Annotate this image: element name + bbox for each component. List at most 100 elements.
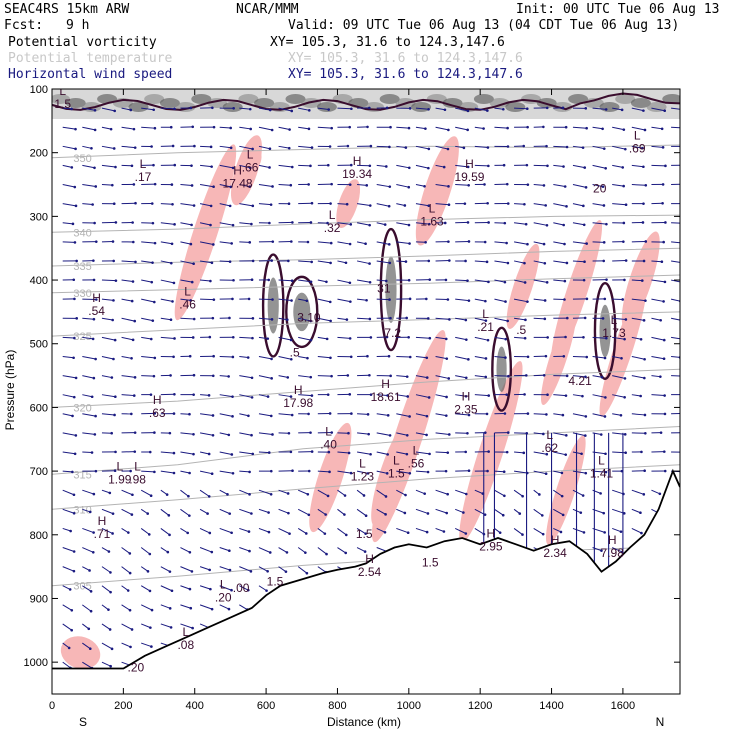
- wind-arrow: [121, 336, 134, 341]
- wind-arrow: [180, 203, 195, 207]
- wind-arrowhead: [94, 469, 98, 473]
- wind-arrowhead: [305, 571, 309, 575]
- wind-arrowhead: [94, 414, 97, 418]
- wind-arrowhead: [150, 145, 153, 148]
- wind-arrowhead: [623, 337, 626, 341]
- wind-arrowhead: [487, 394, 491, 397]
- wind-arrow: [121, 317, 135, 322]
- wind-arrow: [514, 222, 527, 225]
- pv-shading-cell: [473, 94, 494, 104]
- wind-arrowhead: [210, 165, 213, 168]
- wind-arrow: [415, 203, 429, 207]
- wind-arrow: [278, 126, 290, 131]
- wind-arrow: [258, 317, 273, 320]
- wind-arrow: [62, 547, 75, 552]
- wind-arrowhead: [212, 125, 216, 129]
- wind-arrowhead: [643, 469, 646, 473]
- wind-arrowhead: [267, 278, 271, 282]
- wind-arrowhead: [72, 278, 76, 282]
- wind-arrow: [101, 585, 111, 593]
- wind-arrowhead: [249, 127, 252, 131]
- extremum-marker: L: [247, 148, 254, 162]
- x-tick-label: 1400: [539, 700, 563, 712]
- wind-arrowhead: [467, 413, 471, 417]
- wind-arrow: [396, 222, 410, 226]
- wind-arrow: [121, 394, 135, 397]
- wind-arrowhead: [209, 587, 212, 591]
- wind-arrowhead: [168, 431, 172, 435]
- extremum-value: 19.59: [454, 170, 484, 184]
- pv-shading-cell: [630, 98, 651, 108]
- wind-arrowhead: [231, 415, 234, 418]
- wind-arrow: [631, 107, 644, 112]
- wind-arrow: [513, 489, 523, 497]
- wind-arrow: [592, 107, 607, 110]
- wind-arrow: [62, 241, 75, 243]
- isentrope-line: [52, 247, 680, 267]
- wind-arrow: [62, 203, 77, 207]
- pv-shading-cell: [379, 94, 400, 104]
- wind-arrowhead: [290, 279, 294, 282]
- extremum-value: .54: [88, 304, 105, 318]
- tropopause-pv-line: [52, 92, 680, 111]
- wind-arrow: [141, 260, 153, 264]
- wind-arrowhead: [487, 450, 490, 453]
- extremum-value: .20: [215, 590, 232, 604]
- wind-arrow: [494, 508, 504, 516]
- wind-arrow: [513, 298, 528, 303]
- wind-arrowhead: [545, 224, 549, 227]
- wind-arrow: [62, 623, 72, 631]
- wind-arrow: [396, 375, 408, 378]
- wind-arrowhead: [601, 317, 605, 320]
- isentrope-label: 330: [73, 288, 91, 300]
- wind-arrow: [258, 336, 268, 340]
- wind-arrowhead: [150, 645, 153, 648]
- wind-arrow: [651, 489, 661, 495]
- wind-arrow: [533, 203, 546, 206]
- wind-arrowhead: [581, 146, 585, 149]
- wind-arrow: [62, 527, 71, 532]
- isentrope-label: 340: [73, 227, 91, 239]
- wind-arrowhead: [564, 335, 567, 339]
- wind-arrowhead: [582, 531, 586, 534]
- wind-arrowhead: [444, 337, 448, 341]
- wind-arrowhead: [584, 186, 588, 189]
- wind-arrow: [592, 164, 606, 169]
- y-tick-label: 700: [30, 466, 48, 478]
- wind-arrowhead: [271, 433, 274, 436]
- wind-arrowhead: [426, 317, 430, 320]
- wind-arrowhead: [92, 492, 96, 496]
- wind-arrowhead: [583, 166, 587, 169]
- wind-arrow: [631, 145, 643, 149]
- wind-arrow: [356, 489, 365, 496]
- wind-arrow: [101, 279, 116, 282]
- wind-arrow: [553, 451, 566, 456]
- y-axis-title: Pressure (hPa): [3, 350, 17, 431]
- wind-arrowhead: [368, 262, 371, 265]
- wind-arrow: [337, 508, 345, 515]
- wind-arrow: [572, 203, 584, 207]
- wind-arrowhead: [486, 146, 490, 149]
- wind-arrowhead: [190, 570, 194, 573]
- wind-arrow: [474, 336, 489, 341]
- wind-arrowhead: [386, 453, 389, 456]
- wind-arrowhead: [94, 357, 97, 361]
- wind-arrowhead: [522, 451, 526, 455]
- wind-arrow: [356, 547, 366, 553]
- wind-arrowhead: [407, 126, 411, 130]
- wind-arrow: [651, 336, 665, 341]
- wind-arrow: [278, 336, 292, 341]
- wind-arrow: [572, 260, 585, 263]
- wind-arrowhead: [209, 204, 213, 208]
- pv-shading-cell: [128, 102, 149, 112]
- wind-arrowhead: [210, 472, 214, 475]
- wind-arrowhead: [525, 163, 529, 167]
- wind-arrow: [317, 528, 326, 535]
- wind-arrowhead: [388, 261, 392, 265]
- wind-arrowhead: [662, 240, 665, 244]
- wind-arrow: [376, 241, 390, 245]
- wind-arrowhead: [88, 510, 92, 514]
- wind-arrow: [356, 527, 366, 535]
- wind-arrow: [474, 279, 489, 283]
- wind-arrow: [514, 203, 525, 205]
